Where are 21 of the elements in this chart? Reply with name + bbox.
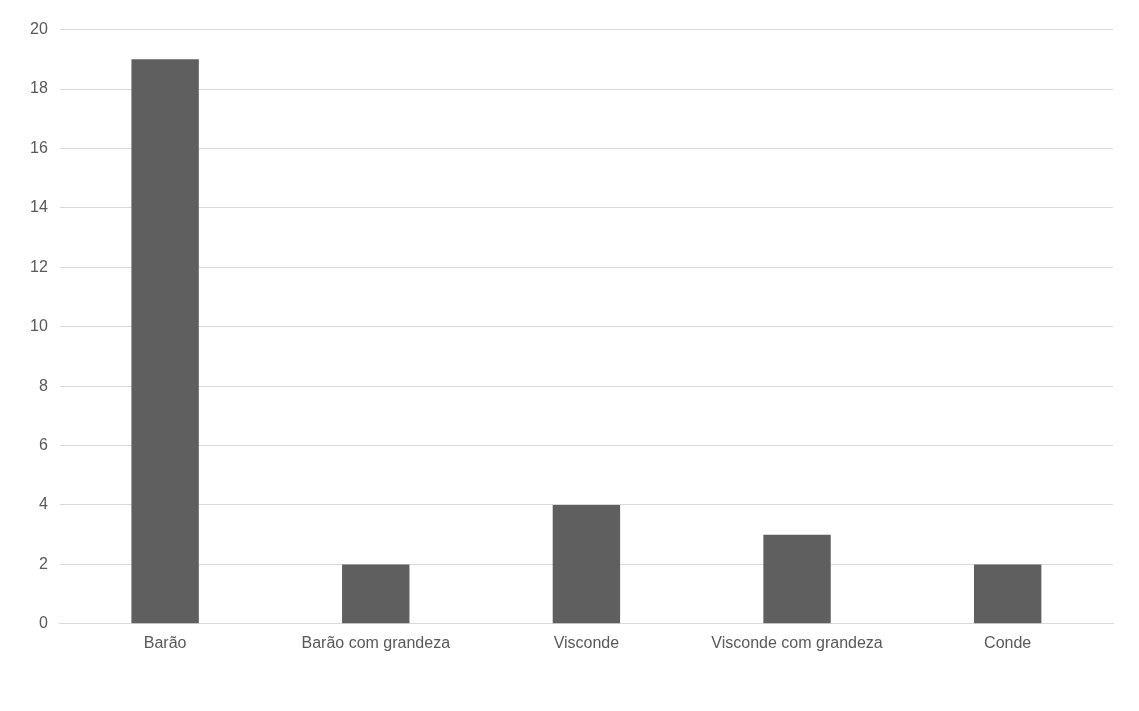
y-tick-label: 18 <box>30 79 48 97</box>
y-tick-label: 20 <box>30 20 48 38</box>
bar <box>552 504 621 624</box>
x-tick-label: Barão com grandeza <box>301 633 451 651</box>
y-tick-label: 16 <box>30 138 48 156</box>
bar <box>131 59 199 624</box>
y-tick-label: 2 <box>38 554 48 572</box>
x-tick-label: Visconde <box>553 633 620 651</box>
y-tick-label: 0 <box>38 614 48 632</box>
y-tick-label: 10 <box>30 317 48 335</box>
bar <box>342 564 410 624</box>
bar <box>973 564 1042 624</box>
y-tick-label: 8 <box>38 376 48 394</box>
y-tick-label: 4 <box>38 495 48 513</box>
y-tick-label: 6 <box>38 435 48 453</box>
bar <box>763 534 831 624</box>
y-tick-label: 14 <box>30 198 48 216</box>
x-tick-label: Barão <box>143 633 187 651</box>
x-tick-label: Conde <box>984 633 1032 651</box>
x-tick-label: Visconde com grandeza <box>711 633 883 651</box>
y-tick-label: 12 <box>30 257 48 275</box>
